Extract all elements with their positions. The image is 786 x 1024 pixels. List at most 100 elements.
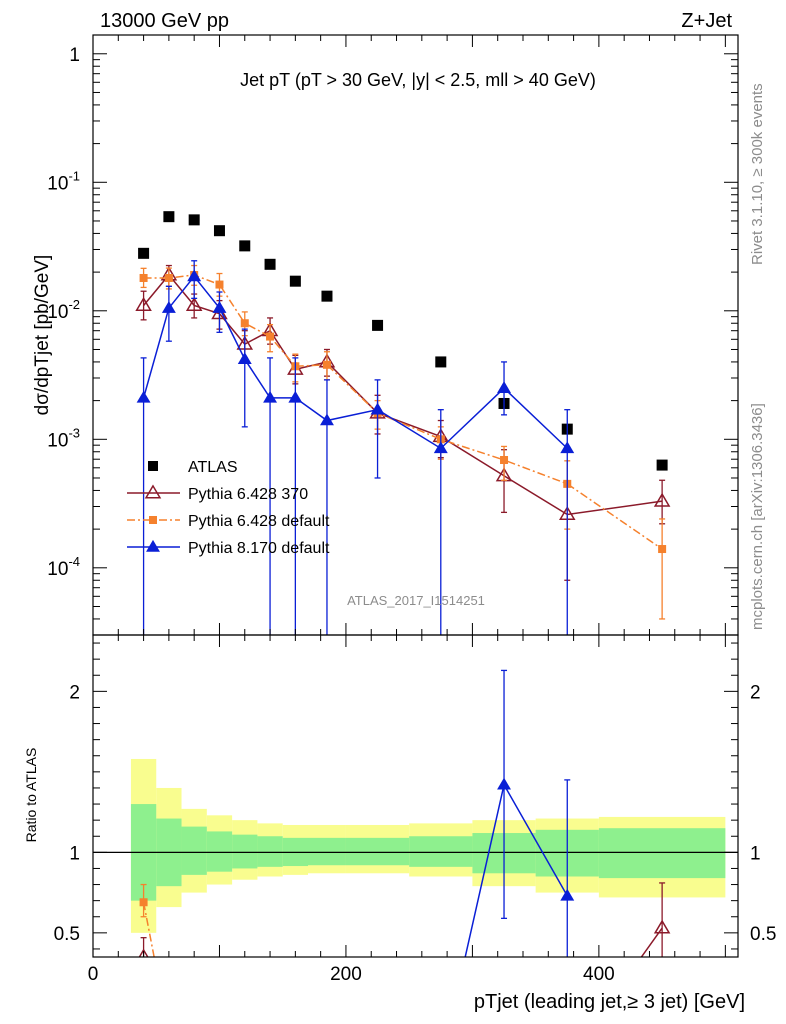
data-point: [372, 319, 384, 331]
data-point: [560, 888, 575, 901]
ratio-y-tick-label-right: 0.5: [750, 924, 776, 945]
data-point: [188, 214, 200, 226]
main-y-tick-labels: 1 10-1 10-2 10-3 10-4: [47, 45, 80, 580]
ratio-tick-labels: 0.5 0.5 1 1 2 2 0 200 400: [54, 682, 777, 985]
legend-label: Pythia 6.428 default: [188, 513, 330, 530]
x-tick-label: 0: [88, 964, 99, 985]
legend-label: Pythia 8.170 default: [188, 540, 330, 557]
legend-entry: ATLAS: [148, 459, 238, 476]
ratio-series-pythia-8-170-default: [464, 669, 575, 957]
data-point: [215, 280, 224, 289]
main-y-axis-label: dσ/dpTjet [pb/GeV]: [32, 255, 53, 416]
data-point: [148, 461, 158, 471]
x-axis-label: pTjet (leading jet,≥ 3 jet) [GeV]: [474, 991, 745, 1013]
ratio-y-axis-label: Ratio to ATLAS: [23, 748, 39, 843]
data-point: [497, 777, 511, 790]
header-left: 13000 GeV pp: [100, 10, 229, 32]
data-point: [146, 539, 160, 552]
uncertainty-band-inner: [598, 828, 726, 879]
y-tick-label: 10-2: [47, 297, 80, 323]
header-right: Z+Jet: [681, 10, 732, 32]
uncertainty-band-inner: [308, 837, 346, 866]
uncertainty-band-inner: [409, 836, 473, 867]
legend-label: Pythia 6.428 370: [188, 486, 308, 503]
data-point: [500, 456, 509, 465]
analysis-label: ATLAS_2017_I1514251: [347, 593, 485, 608]
data-point: [213, 225, 225, 237]
data-point: [266, 332, 275, 341]
data-point: [144, 484, 162, 499]
data-point: [370, 402, 385, 415]
data-point: [653, 492, 671, 507]
data-point: [136, 390, 151, 403]
legend-label: ATLAS: [188, 459, 238, 476]
ratio-axes: [92, 635, 738, 957]
series-pythia-8-170-default: [136, 260, 575, 635]
data-point: [239, 240, 251, 252]
data-point: [320, 413, 334, 426]
ratio-panel: 0.5 0.5 1 1 2 2 0 200 400 Ratio to ATLAS pTjet (…: [23, 634, 777, 1013]
series-atlas: [138, 211, 668, 471]
data-point: [288, 390, 303, 403]
uncertainty-band-inner: [232, 834, 258, 869]
series-line: [143, 927, 663, 957]
ratio-series-pythia-6-428-370: [138, 882, 671, 957]
data-point: [321, 290, 333, 302]
data-point: [240, 319, 249, 328]
y-tick-label: 1: [69, 45, 80, 66]
uncertainty-band-inner: [257, 836, 283, 867]
uncertainty-band-inner: [345, 837, 410, 866]
main-data: [135, 211, 671, 635]
data-point: [289, 275, 301, 287]
data-point: [263, 390, 278, 403]
data-point: [435, 356, 447, 368]
ratio-frame: [92, 634, 739, 958]
main-axes: [92, 35, 738, 636]
legend-entry: Pythia 6.428 default: [127, 513, 330, 530]
ratio-y-tick-label: 1: [69, 843, 80, 864]
uncertainty-band-inner: [206, 831, 233, 872]
legend-entry: Pythia 8.170 default: [127, 539, 330, 557]
data-point: [497, 381, 511, 393]
data-point: [138, 948, 149, 957]
ratio-y-tick-label-right: 2: [750, 682, 761, 703]
ratio-data: [93, 669, 738, 957]
data-point: [185, 296, 203, 312]
data-point: [163, 211, 175, 223]
data-point: [135, 296, 152, 312]
rivet-label: Rivet 3.1.10, ≥ 300k events: [749, 83, 766, 265]
data-point: [322, 360, 331, 369]
data-point: [433, 441, 448, 454]
data-point: [237, 352, 252, 364]
legend: ATLAS Pythia 6.428 370 Pythia 6.428 defaul…: [127, 459, 330, 557]
main-title: Jet pT (pT > 30 GeV, |y| < 2.5, mll > 40…: [240, 70, 596, 90]
y-tick-label: 10-3: [47, 425, 80, 451]
data-point: [212, 301, 227, 313]
ratio-y-tick-label: 2: [69, 682, 80, 703]
ratio-y-tick-label: 0.5: [54, 924, 80, 945]
mcplots-label: mcplots.cern.ch [arXiv:1306.3436]: [749, 403, 766, 630]
data-point: [139, 273, 148, 282]
main-panel: 1 10-1 10-2 10-3 10-4 Jet pT (pT > 30 GeV, |…: [32, 34, 739, 636]
uncertainty-band-inner: [181, 826, 207, 875]
series-line: [142, 275, 568, 450]
data-point: [149, 516, 157, 524]
ratio-series-pythia-6-428-default: [139, 883, 155, 957]
ratio-y-tick-label-right: 1: [750, 843, 761, 864]
data-point: [187, 269, 202, 282]
data-point: [653, 919, 671, 934]
y-tick-label: 10-1: [47, 168, 80, 194]
data-point: [164, 273, 173, 282]
y-tick-label: 10-4: [47, 554, 80, 580]
data-point: [138, 247, 150, 259]
legend-entry: Pythia 6.428 370: [127, 484, 308, 503]
data-point: [264, 258, 276, 270]
x-tick-label: 400: [583, 964, 615, 985]
data-point: [161, 301, 176, 313]
data-point: [560, 441, 575, 454]
x-tick-label: 200: [330, 964, 362, 985]
data-point: [139, 898, 148, 907]
data-point: [656, 459, 668, 471]
data-point: [658, 545, 667, 554]
